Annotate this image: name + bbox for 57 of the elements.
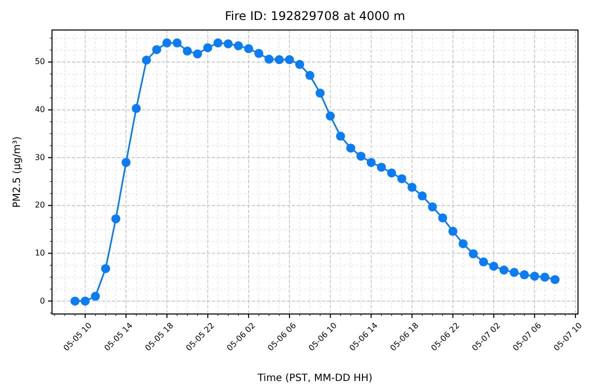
point: [101, 264, 110, 274]
point: [132, 104, 141, 113]
y-tick-label: 10: [34, 248, 45, 258]
point: [172, 38, 182, 48]
point: [468, 249, 478, 258]
point: [336, 132, 346, 141]
point: [122, 158, 131, 167]
point: [254, 48, 264, 58]
point: [264, 54, 274, 64]
point: [458, 239, 468, 248]
x-axis-title: Time (PST, MM-DD HH): [256, 373, 372, 384]
y-tick-label: 20: [34, 200, 45, 210]
point: [295, 60, 304, 69]
point: [479, 257, 488, 266]
point: [284, 55, 294, 64]
point: [366, 158, 376, 167]
y-tick-label: 50: [34, 57, 45, 66]
point: [408, 182, 417, 192]
point: [448, 226, 458, 236]
point: [142, 56, 151, 65]
point: [70, 296, 80, 306]
point: [530, 272, 540, 281]
point: [550, 275, 560, 284]
point: [489, 262, 498, 271]
point: [520, 270, 529, 280]
point: [80, 296, 90, 306]
point: [234, 41, 243, 50]
point: [376, 162, 386, 172]
point: [346, 144, 356, 153]
point: [213, 38, 222, 48]
point: [438, 213, 448, 222]
point: [326, 112, 335, 121]
point: [162, 38, 172, 48]
point: [203, 43, 212, 52]
point: [111, 214, 120, 224]
y-tick-label: 40: [34, 105, 45, 114]
y-tick-label: 30: [34, 152, 45, 162]
point: [182, 46, 192, 56]
point: [428, 202, 437, 212]
point: [418, 191, 427, 200]
point: [224, 39, 233, 48]
point: [274, 55, 284, 64]
point: [499, 266, 508, 275]
point: [510, 268, 519, 277]
point: [90, 292, 100, 301]
point: [356, 152, 366, 161]
point: [397, 174, 406, 184]
point: [244, 44, 254, 54]
point: [540, 272, 550, 282]
y-tick-label: 0: [40, 296, 45, 306]
point: [316, 88, 325, 98]
point: [193, 49, 202, 58]
y-axis-title: PM2.5 (μg/m³): [12, 136, 23, 208]
chart-title: Fire ID: 192829708 at 4000 m: [224, 9, 406, 23]
point: [305, 70, 314, 80]
point: [387, 168, 396, 178]
point: [152, 45, 162, 54]
